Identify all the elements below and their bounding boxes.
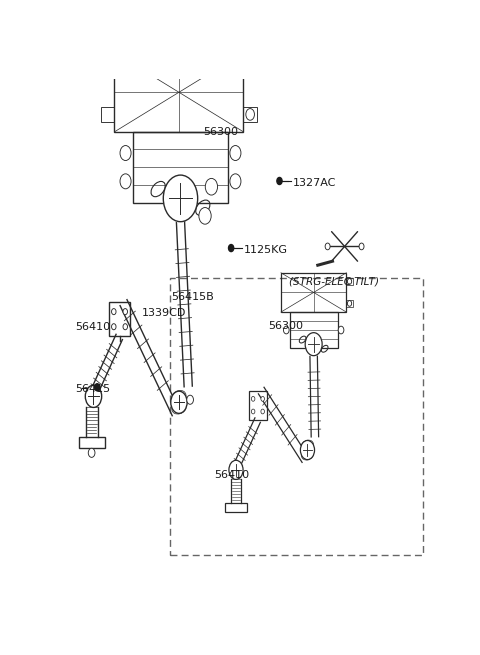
- Bar: [347, 278, 353, 285]
- Circle shape: [88, 448, 95, 457]
- Circle shape: [120, 145, 131, 160]
- Circle shape: [230, 145, 241, 160]
- Circle shape: [229, 460, 243, 479]
- Circle shape: [246, 109, 254, 121]
- Circle shape: [261, 409, 264, 414]
- Text: 1327AC: 1327AC: [292, 178, 336, 188]
- Bar: [243, 107, 257, 122]
- Circle shape: [120, 174, 131, 189]
- Bar: [170, 278, 423, 555]
- Circle shape: [85, 385, 102, 407]
- Circle shape: [260, 0, 270, 9]
- Circle shape: [246, 64, 254, 76]
- Circle shape: [199, 208, 211, 224]
- Text: (STRG-ELEC TILT): (STRG-ELEC TILT): [289, 276, 379, 286]
- Circle shape: [325, 243, 330, 250]
- Text: 1125KG: 1125KG: [244, 245, 288, 255]
- Circle shape: [123, 324, 128, 329]
- Text: 56415: 56415: [75, 384, 110, 394]
- Circle shape: [95, 384, 100, 391]
- Bar: [101, 107, 115, 122]
- Circle shape: [187, 395, 193, 404]
- Circle shape: [261, 396, 264, 402]
- Text: 56300: 56300: [203, 126, 238, 136]
- Circle shape: [230, 174, 241, 189]
- Bar: [243, 63, 257, 78]
- Text: 56415B: 56415B: [172, 292, 215, 302]
- Circle shape: [228, 244, 234, 252]
- Bar: [115, 53, 243, 132]
- Bar: [225, 504, 247, 512]
- Circle shape: [300, 440, 314, 460]
- Circle shape: [171, 391, 187, 413]
- Bar: [109, 302, 130, 336]
- Bar: [79, 437, 105, 448]
- Text: 56300: 56300: [268, 321, 303, 331]
- Circle shape: [111, 324, 116, 329]
- Text: 56410: 56410: [215, 470, 250, 479]
- Circle shape: [305, 333, 322, 356]
- Circle shape: [250, 28, 259, 41]
- Circle shape: [252, 396, 255, 402]
- Text: 1339CD: 1339CD: [142, 308, 186, 318]
- Circle shape: [348, 301, 352, 307]
- Bar: [249, 391, 267, 420]
- Circle shape: [338, 326, 344, 334]
- Circle shape: [284, 326, 289, 334]
- Text: 56410: 56410: [75, 322, 110, 331]
- Circle shape: [123, 309, 128, 314]
- Circle shape: [277, 178, 282, 185]
- Circle shape: [205, 178, 217, 195]
- Circle shape: [348, 278, 352, 284]
- Bar: [290, 312, 337, 348]
- Bar: [133, 132, 228, 202]
- Circle shape: [163, 175, 198, 221]
- Circle shape: [252, 409, 255, 414]
- Bar: [101, 63, 115, 78]
- Circle shape: [111, 309, 116, 314]
- Bar: [281, 272, 347, 312]
- Bar: [347, 299, 353, 307]
- Circle shape: [359, 243, 364, 250]
- Circle shape: [192, 0, 202, 9]
